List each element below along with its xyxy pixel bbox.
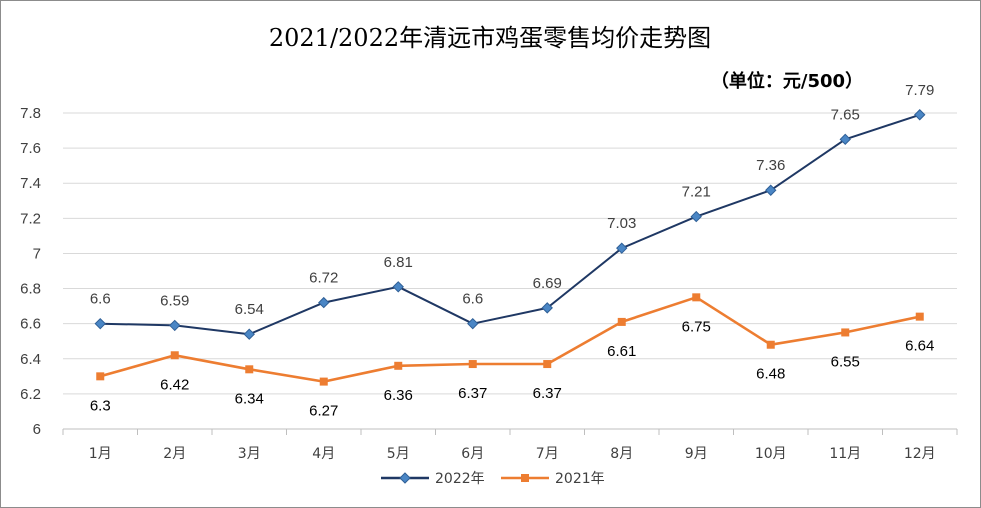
data-point-diamond <box>392 281 404 293</box>
chart-title: 2021/2022年清远市鸡蛋零售均价走势图 <box>269 24 711 52</box>
data-label: 6.69 <box>533 275 562 292</box>
data-label: 6.55 <box>831 353 860 370</box>
x-tick-label: 7月 <box>536 446 559 462</box>
data-point-diamond <box>318 296 330 309</box>
data-label: 7.21 <box>682 184 711 201</box>
y-tick-label: 7.8 <box>20 105 41 122</box>
x-axis: 1月 2月 3月 4月 5月 6月 7月 8月 9月 10月 11月 12月 <box>62 428 958 462</box>
data-point-diamond <box>765 184 777 196</box>
legend-label: 2022年 <box>435 471 485 487</box>
series-line-0 <box>100 113 921 336</box>
y-tick-label: 6.6 <box>20 316 41 333</box>
y-tick-label: 7.6 <box>20 140 41 157</box>
y-tick-label: 6.8 <box>20 281 41 298</box>
x-tick-label: 6月 <box>461 446 484 462</box>
y-tick-label: 7.2 <box>20 210 41 227</box>
x-tick-label: 8月 <box>610 446 633 462</box>
data-point-square <box>468 360 477 369</box>
unit-note: （单位：元/500） <box>711 70 863 92</box>
data-label: 6.54 <box>235 301 264 318</box>
data-label: 6.3 <box>90 397 111 414</box>
data-point-square <box>692 293 701 302</box>
y-tick-label: 6.2 <box>20 386 41 403</box>
series-group <box>94 109 926 386</box>
data-point-square <box>915 312 924 321</box>
x-tick-label: 11月 <box>829 446 861 462</box>
data-label: 6.37 <box>533 385 562 402</box>
x-tick-label: 1月 <box>89 446 112 462</box>
x-tick-label: 5月 <box>387 446 410 462</box>
x-tick-label: 3月 <box>238 446 261 462</box>
data-point-square <box>543 360 552 369</box>
data-label: 6.61 <box>607 343 636 360</box>
data-point-diamond <box>616 242 628 254</box>
data-point-square <box>319 377 328 386</box>
data-point-square <box>96 372 105 381</box>
series-line-1 <box>99 295 921 383</box>
x-tick-label: 2月 <box>163 446 186 462</box>
y-tick-label: 7 <box>33 245 41 262</box>
data-point-square <box>766 340 775 349</box>
data-label: 6.34 <box>235 390 264 407</box>
data-label: 7.36 <box>756 157 785 174</box>
data-point-diamond <box>839 133 851 146</box>
x-tick-label: 9月 <box>685 446 708 462</box>
legend-marker-diamond <box>399 472 411 484</box>
data-point-square <box>170 351 179 360</box>
data-label: 6.6 <box>462 291 483 308</box>
x-tick-label: 10月 <box>755 446 787 462</box>
data-point-diamond <box>169 319 181 332</box>
data-label: 6.59 <box>160 292 189 309</box>
data-label: 7.65 <box>831 106 860 123</box>
data-point-diamond <box>243 328 255 340</box>
y-axis-ticks: 6 6.2 6.4 6.6 6.8 7 7.2 7.4 7.6 7.8 <box>20 105 41 438</box>
data-label: 6.27 <box>309 403 338 420</box>
x-tick-label: 12月 <box>904 446 936 462</box>
data-point-diamond <box>914 109 926 121</box>
data-label: 7.79 <box>905 82 934 99</box>
data-point-square <box>841 328 850 337</box>
data-label: 6.64 <box>905 338 934 355</box>
data-label: 6.42 <box>160 376 189 393</box>
data-point-diamond <box>467 317 479 330</box>
data-point-diamond <box>94 317 106 330</box>
x-tick-label: 4月 <box>312 446 335 462</box>
legend: 2022年 2021年 <box>381 471 605 487</box>
data-point-diamond <box>541 302 553 314</box>
legend-marker-square <box>521 474 529 482</box>
data-label: 6.72 <box>309 270 338 287</box>
data-point-square <box>617 317 626 326</box>
data-point-square <box>245 365 254 374</box>
data-label: 7.03 <box>607 215 636 232</box>
data-point-diamond <box>690 210 702 223</box>
data-label: 6.37 <box>458 385 487 402</box>
data-point-square <box>394 361 403 370</box>
data-label: 6.6 <box>90 291 111 308</box>
legend-label: 2021年 <box>555 471 605 487</box>
y-tick-label: 6.4 <box>20 351 41 368</box>
data-label: 6.75 <box>682 318 711 335</box>
gridlines <box>63 112 957 430</box>
y-tick-label: 7.4 <box>20 175 41 192</box>
data-labels: 6.3 6.42 6.34 6.27 6.36 6.37 6.37 6.61 6.75 6.48 6… <box>90 82 935 420</box>
data-label: 6.36 <box>384 387 413 404</box>
data-label: 6.48 <box>756 366 785 383</box>
y-tick-label: 6 <box>33 421 41 438</box>
data-label: 6.81 <box>384 254 413 271</box>
